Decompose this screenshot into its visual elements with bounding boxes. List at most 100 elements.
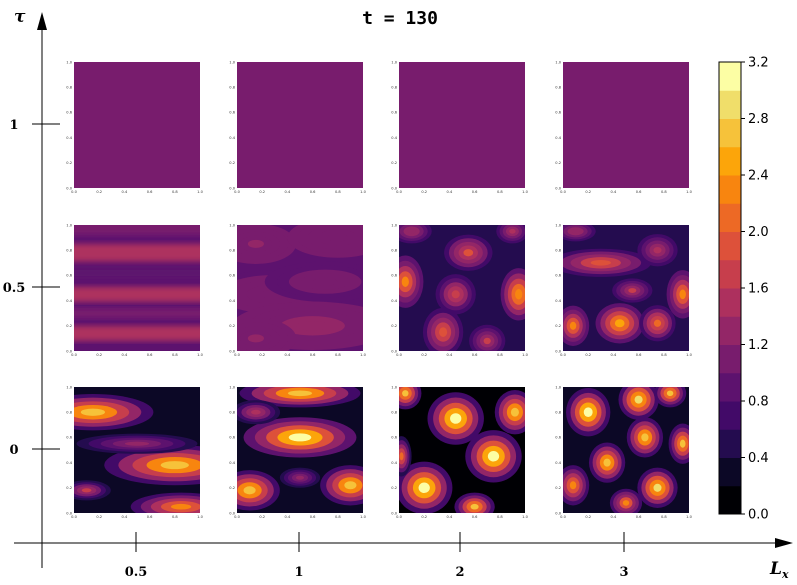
panel-y-tick-label: 0.6 [229,111,235,115]
panel-x-tick-label: 0.2 [585,515,591,519]
field-contour [313,277,338,286]
panel-y-tick-label: 0.8 [555,249,561,253]
panel-y-tick-label: 0.6 [66,274,72,278]
field-contour [418,482,430,494]
field-contour [679,439,686,448]
panel-x-tick-label: 0.6 [472,190,478,194]
panel-x-tick-label: 0.8 [661,190,667,194]
panel-x-tick-label: 0.8 [172,190,178,194]
x-tick-label: 1 [294,565,303,580]
panel-x-tick-label: 0.8 [172,515,178,519]
panel-x-tick-label: 0.4 [122,353,128,357]
panel-y-tick-label: 0.8 [391,86,397,90]
field-contour [251,409,261,415]
panel-y-tick-label: 1.0 [391,60,397,64]
field-contour [634,395,643,404]
field-contour [288,433,312,442]
panel-x-tick-label: 0.2 [585,353,591,357]
panel-y-tick-label: 0.8 [391,249,397,253]
field-contour [569,481,577,490]
panel-x-tick-label: 0.2 [96,353,102,357]
colorbar: 0.0 0.4 0.8 1.2 1.6 2.0 2.4 2.8 3.2 [718,56,769,523]
panel-y-tick-label: 0.4 [391,299,397,303]
panel-x-tick-label: 0.6 [472,353,478,357]
panel-x-tick-label: 0.6 [636,515,642,519]
panel-y-tick-label: 0.6 [66,436,72,440]
panel-y-tick-label: 0.4 [555,299,561,303]
heatmap-panel: 0.00.0 0.2 0.2 0.4 0.4 0.6 0.6 0.8 0.8 1.0 1.0 [555,60,692,194]
field-contour [171,503,192,510]
panel-y-tick-label: 0.2 [555,324,561,328]
panel-y-tick-label: 0.0 [555,186,561,190]
panel-y-tick-label: 0.6 [555,111,561,115]
panel-field [399,387,525,513]
colorbar-tick-label: 3.2 [748,56,769,71]
colorbar-segment [719,175,741,204]
panel-x-tick-label: 1.0 [686,190,692,194]
panel-y-tick-label: 0.2 [229,324,235,328]
panel-y-tick-label: 0.4 [391,461,397,465]
panel-y-tick-label: 0.8 [555,411,561,415]
colorbar-segment [719,62,741,91]
heatmap-panel: 0.00.0 0.2 0.2 0.4 0.4 0.6 0.6 0.8 0.8 1.0 1.0 [229,385,366,519]
panel-x-tick-label: 0.6 [310,515,316,519]
field-contour [124,441,150,446]
tick-marks [32,123,625,552]
panel-x-tick-label: 1.0 [686,515,692,519]
field-contour [622,500,630,506]
panel-y-tick-label: 1.0 [391,223,397,227]
field-contour [81,488,92,493]
field-contour [653,483,662,492]
colorbar-segment [719,372,741,402]
field-contour [402,390,409,397]
panel-y-tick-label: 0.4 [229,461,235,465]
panel-background [563,62,689,188]
panel-y-tick-label: 0.2 [229,161,235,165]
panel-x-tick-label: 0.6 [147,353,153,357]
panel-x-tick-label: 1.0 [686,353,692,357]
colorbar-tick-label: 2.0 [748,225,769,240]
panel-y-tick-label: 0.0 [229,349,235,353]
panel-y-tick-label: 0.6 [555,436,561,440]
panel-x-tick-label: 0.0 [71,190,77,194]
panel-x-tick-label: 0.0 [234,353,240,357]
field-contour [327,233,348,242]
panel-field [237,225,363,351]
colorbar-segment [719,118,741,148]
field-contour [603,458,611,467]
panel-x-tick-label: 0.2 [259,353,265,357]
panel-y-tick-label: 0.0 [66,511,72,515]
field-band [74,243,200,262]
heatmap-panel: 0.00.0 0.2 0.2 0.4 0.4 0.6 0.6 0.8 0.8 1.0 1.0 [391,385,528,519]
panel-x-tick-label: 0.8 [661,353,667,357]
panel-x-tick-label: 0.0 [396,515,402,519]
panel-x-tick-label: 0.0 [560,353,566,357]
panel-background [399,62,525,188]
panel-x-tick-label: 0.4 [285,515,291,519]
field-contour [247,239,264,248]
panel-x-tick-label: 1.0 [197,190,203,194]
panel-x-tick-label: 1.0 [360,353,366,357]
field-contour [628,288,637,293]
y-axis-label: τ [14,7,26,27]
panel-y-tick-label: 0.0 [555,511,561,515]
panel-x-tick-label: 0.8 [335,190,341,194]
field-contour [439,327,448,337]
heatmap-panel: 0.00.0 0.2 0.2 0.4 0.4 0.6 0.6 0.8 0.8 1.0 1.0 [555,385,692,519]
y-axis-arrow [37,12,47,30]
panel-y-tick-label: 0.4 [229,299,235,303]
heatmap-panel: 0.00.0 0.2 0.2 0.4 0.4 0.6 0.6 0.8 0.8 1.0 1.0 [66,223,203,357]
panel-y-tick-label: 0.8 [66,86,72,90]
panel-x-tick-label: 0.6 [310,190,316,194]
panel-x-tick-label: 0.0 [396,190,402,194]
panel-y-tick-label: 0.0 [229,511,235,515]
panel-y-tick-label: 0.6 [391,111,397,115]
panel-x-tick-label: 0.4 [447,353,453,357]
x-tick-label: 3 [619,565,628,580]
field-band [74,267,200,278]
panel-x-tick-label: 0.0 [234,190,240,194]
field-contour [247,334,264,343]
colorbar-tick-label: 1.2 [748,338,769,353]
panel-y-tick-label: 1.0 [229,385,235,389]
panel-y-tick-label: 0.8 [66,411,72,415]
